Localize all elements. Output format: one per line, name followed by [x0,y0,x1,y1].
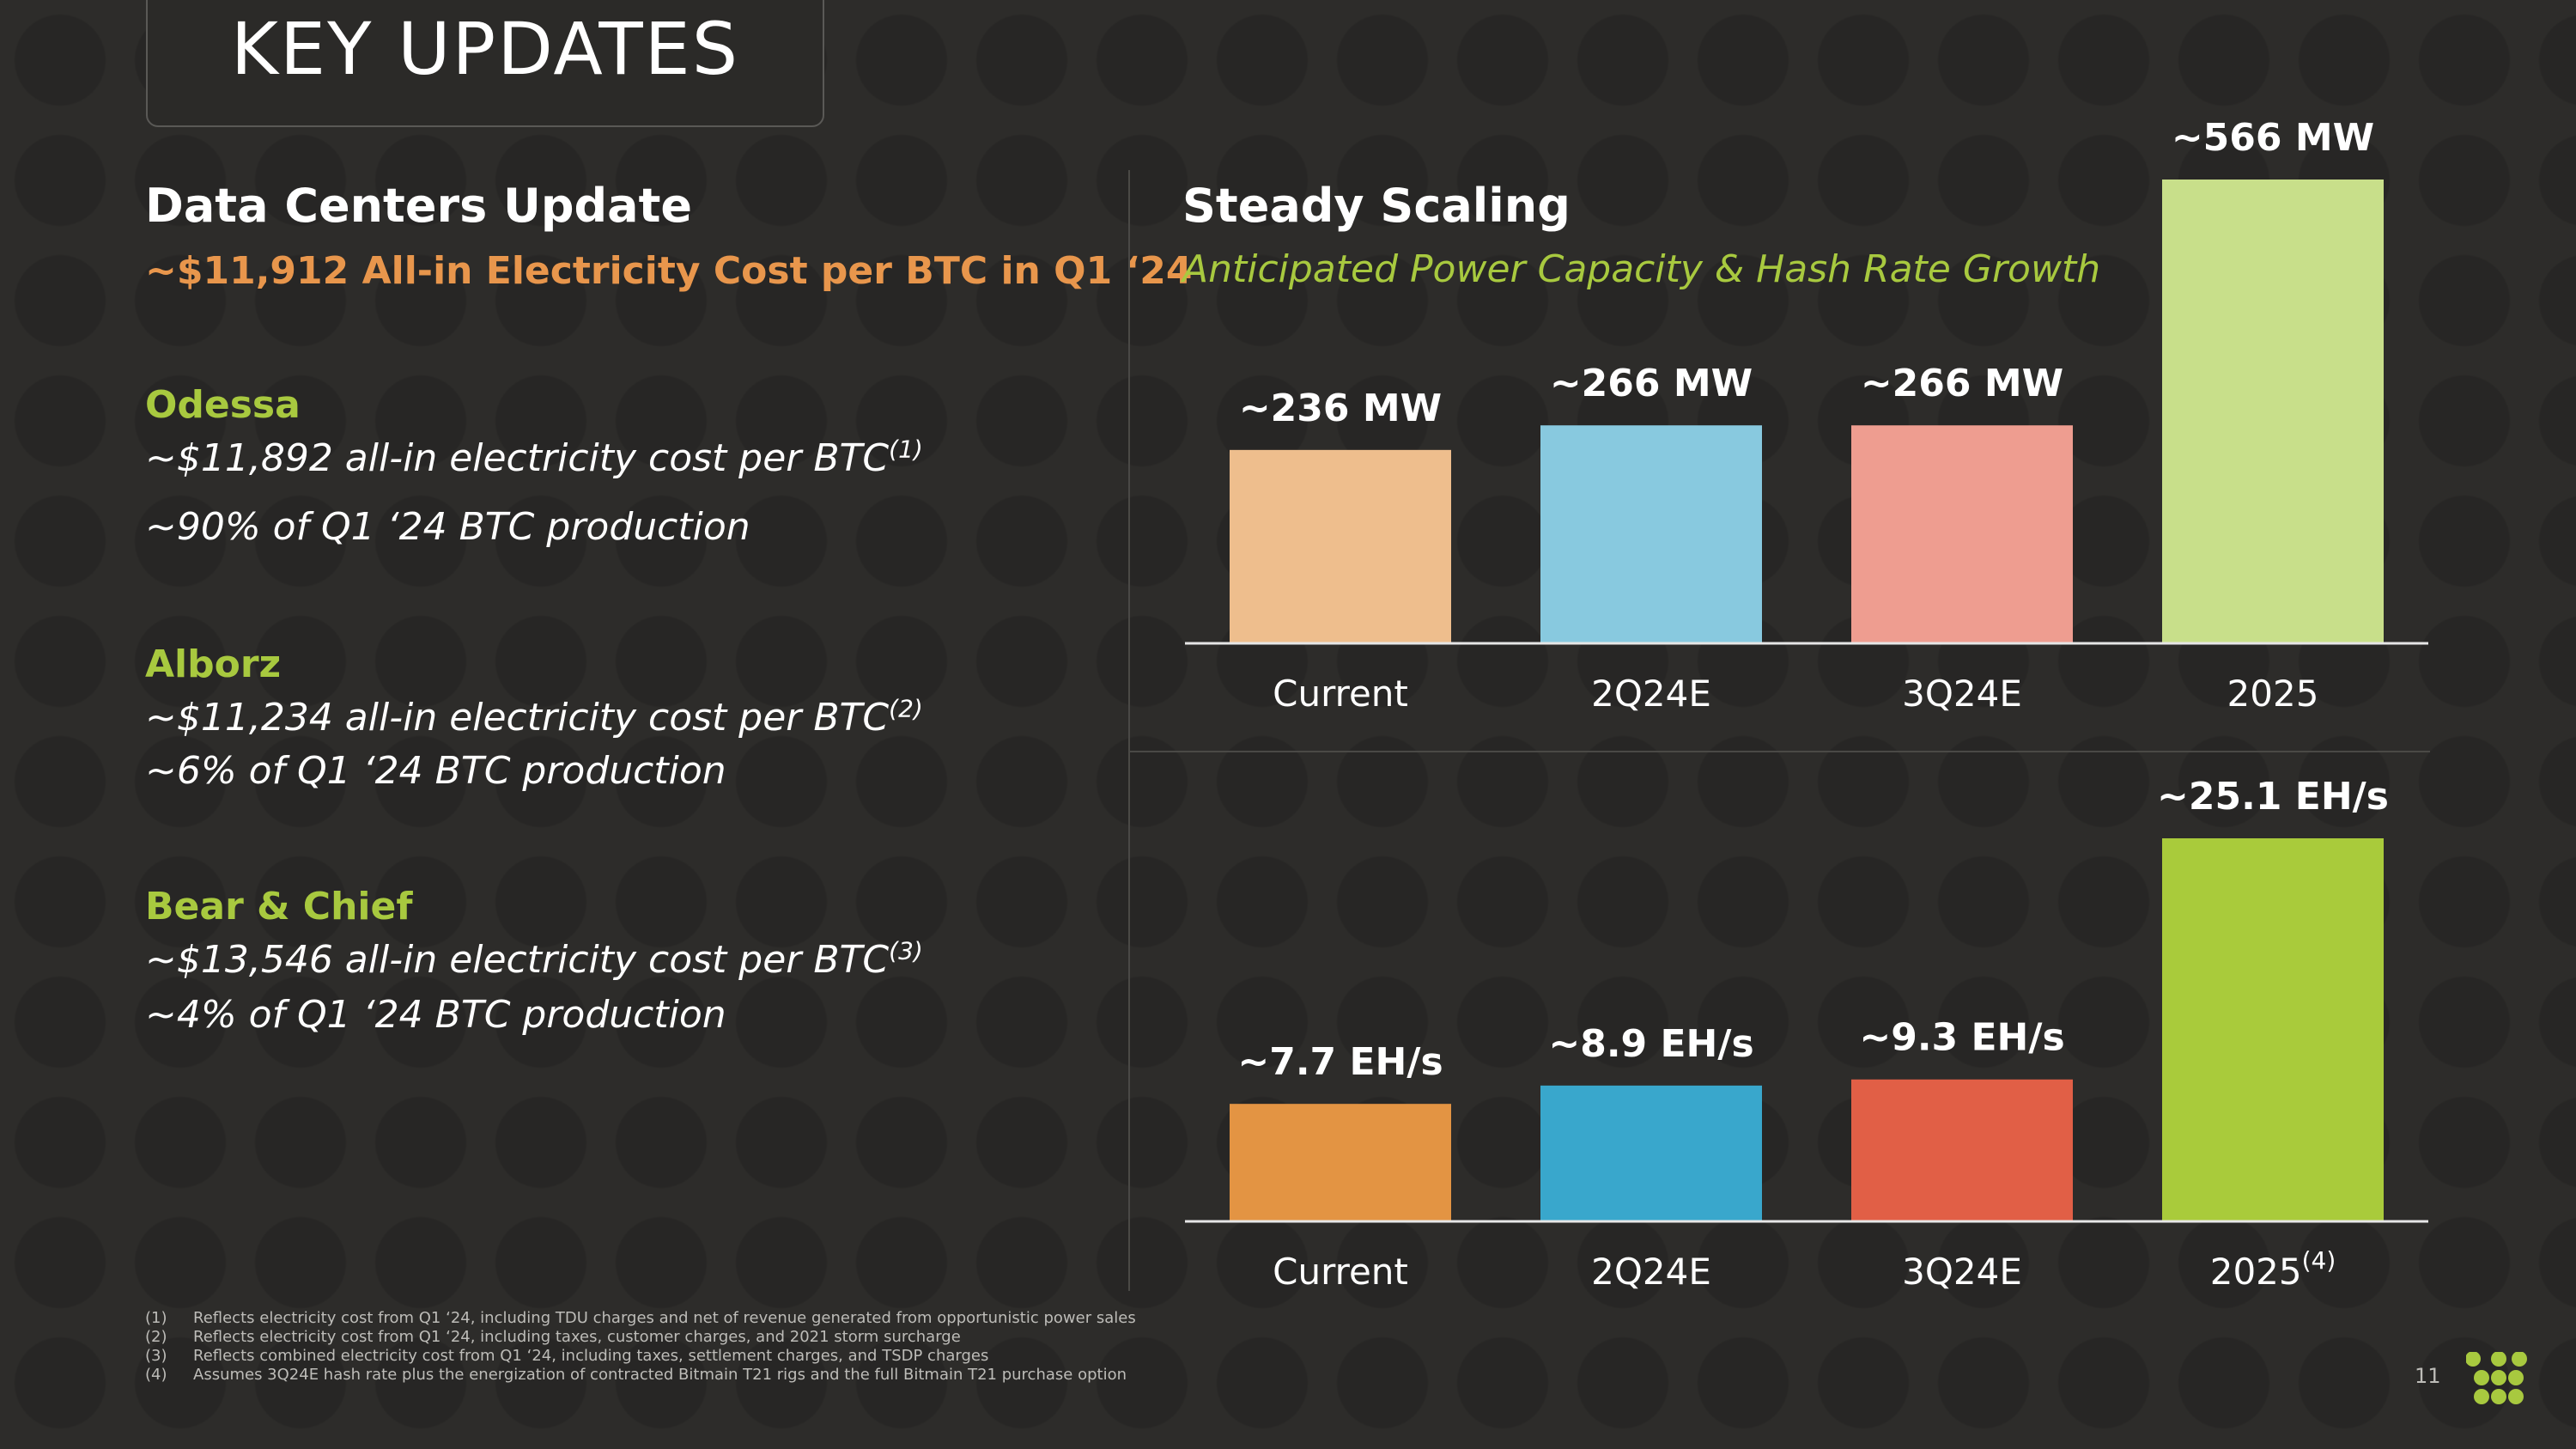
bar-hashrate-2q24e [1540,1085,1762,1221]
logo-dot [2474,1370,2489,1385]
footnote-3: (3) Reflects combined electricity cost fr… [145,1347,989,1365]
site-name-odessa: Odessa [145,383,301,427]
data-label: ~7.7 EH/s [1237,1040,1443,1084]
site-production-odessa: ~90% of Q1 ‘24 BTC production [145,505,750,549]
logo-dot [2508,1389,2524,1404]
data-label: ~266 MW [1550,362,1753,405]
site-cost-text: ~$13,546 all-in electricity cost per BTC [145,938,890,982]
footnote-ref: (1) [889,435,923,464]
bar-hashrate-3q24e [1851,1079,2073,1221]
logo-dot [2508,1370,2524,1385]
bar-power-2q24e [1540,425,1762,643]
title-box: KEY UPDATES [146,0,824,127]
logo-dot [2491,1389,2506,1404]
site-cost-odessa: ~$11,892 all-in electricity cost per BTC… [145,436,923,480]
slide-title: KEY UPDATES [230,7,740,91]
site-cost-text: ~$11,892 all-in electricity cost per BTC [145,436,890,480]
page-number: 11 [2415,1364,2441,1388]
category-label: Current [1273,673,1408,715]
category-label: Current [1273,1251,1408,1293]
footnote-ref: (3) [889,936,923,965]
vertical-divider [1128,170,1130,1291]
logo-dot [2512,1352,2527,1367]
bar-power-current [1230,449,1451,643]
category-label: 2025(4) [2210,1246,2336,1293]
logo-dot [2466,1352,2481,1367]
data-label: ~8.9 EH/s [1548,1022,1753,1066]
footnote-1: (1) Reflects electricity cost from Q1 ‘24… [145,1309,1136,1327]
footnotes: (1) Reflects electricity cost from Q1 ‘24… [145,1309,1136,1385]
category-label: 2Q24E [1591,1251,1711,1293]
horizontal-divider [1130,751,2430,752]
footnote-ref: (2) [889,694,923,723]
left-subheading: ~$11,912 All-in Electricity Cost per BTC… [145,249,1193,293]
data-label: ~566 MW [2172,116,2374,160]
site-cost-alborz: ~$11,234 all-in electricity cost per BTC… [145,696,923,740]
logo-dot [2474,1389,2489,1404]
right-subheading: Anticipated Power Capacity & Hash Rate G… [1182,247,2101,291]
footnote-2: (2) Reflects electricity cost from Q1 ‘24… [145,1328,961,1346]
dot-grid-logo-icon [2466,1352,2527,1404]
site-name-alborz: Alborz [145,642,282,686]
data-label: ~25.1 EH/s [2157,775,2389,819]
bar-power-2025 [2162,180,2384,643]
bar-hashrate-current [1230,1104,1451,1221]
site-cost-bear-chief: ~$13,546 all-in electricity cost per BTC… [145,938,923,982]
site-name-bear-chief: Bear & Chief [145,885,413,928]
site-cost-text: ~$11,234 all-in electricity cost per BTC [145,696,890,740]
left-heading: Data Centers Update [145,179,693,233]
bar-hashrate-2025 [2162,838,2384,1221]
site-production-alborz: ~6% of Q1 ‘24 BTC production [145,749,726,793]
category-label: 2Q24E [1591,673,1711,715]
data-label: ~9.3 EH/s [1859,1016,2064,1060]
category-label: 3Q24E [1902,673,2022,715]
footnote-ref: (4) [2302,1246,2336,1275]
right-heading: Steady Scaling [1182,179,1571,233]
footnote-4: (4) Assumes 3Q24E hash rate plus the ener… [145,1366,1127,1384]
data-label: ~266 MW [1861,362,2063,405]
logo-dot [2491,1370,2506,1385]
data-label: ~236 MW [1239,387,1442,430]
bar-power-3q24e [1851,425,2073,643]
category-label: 2025 [2227,673,2319,715]
site-production-bear-chief: ~4% of Q1 ‘24 BTC production [145,993,726,1037]
logo-dot [2491,1352,2506,1367]
category-label: 3Q24E [1902,1251,2022,1293]
